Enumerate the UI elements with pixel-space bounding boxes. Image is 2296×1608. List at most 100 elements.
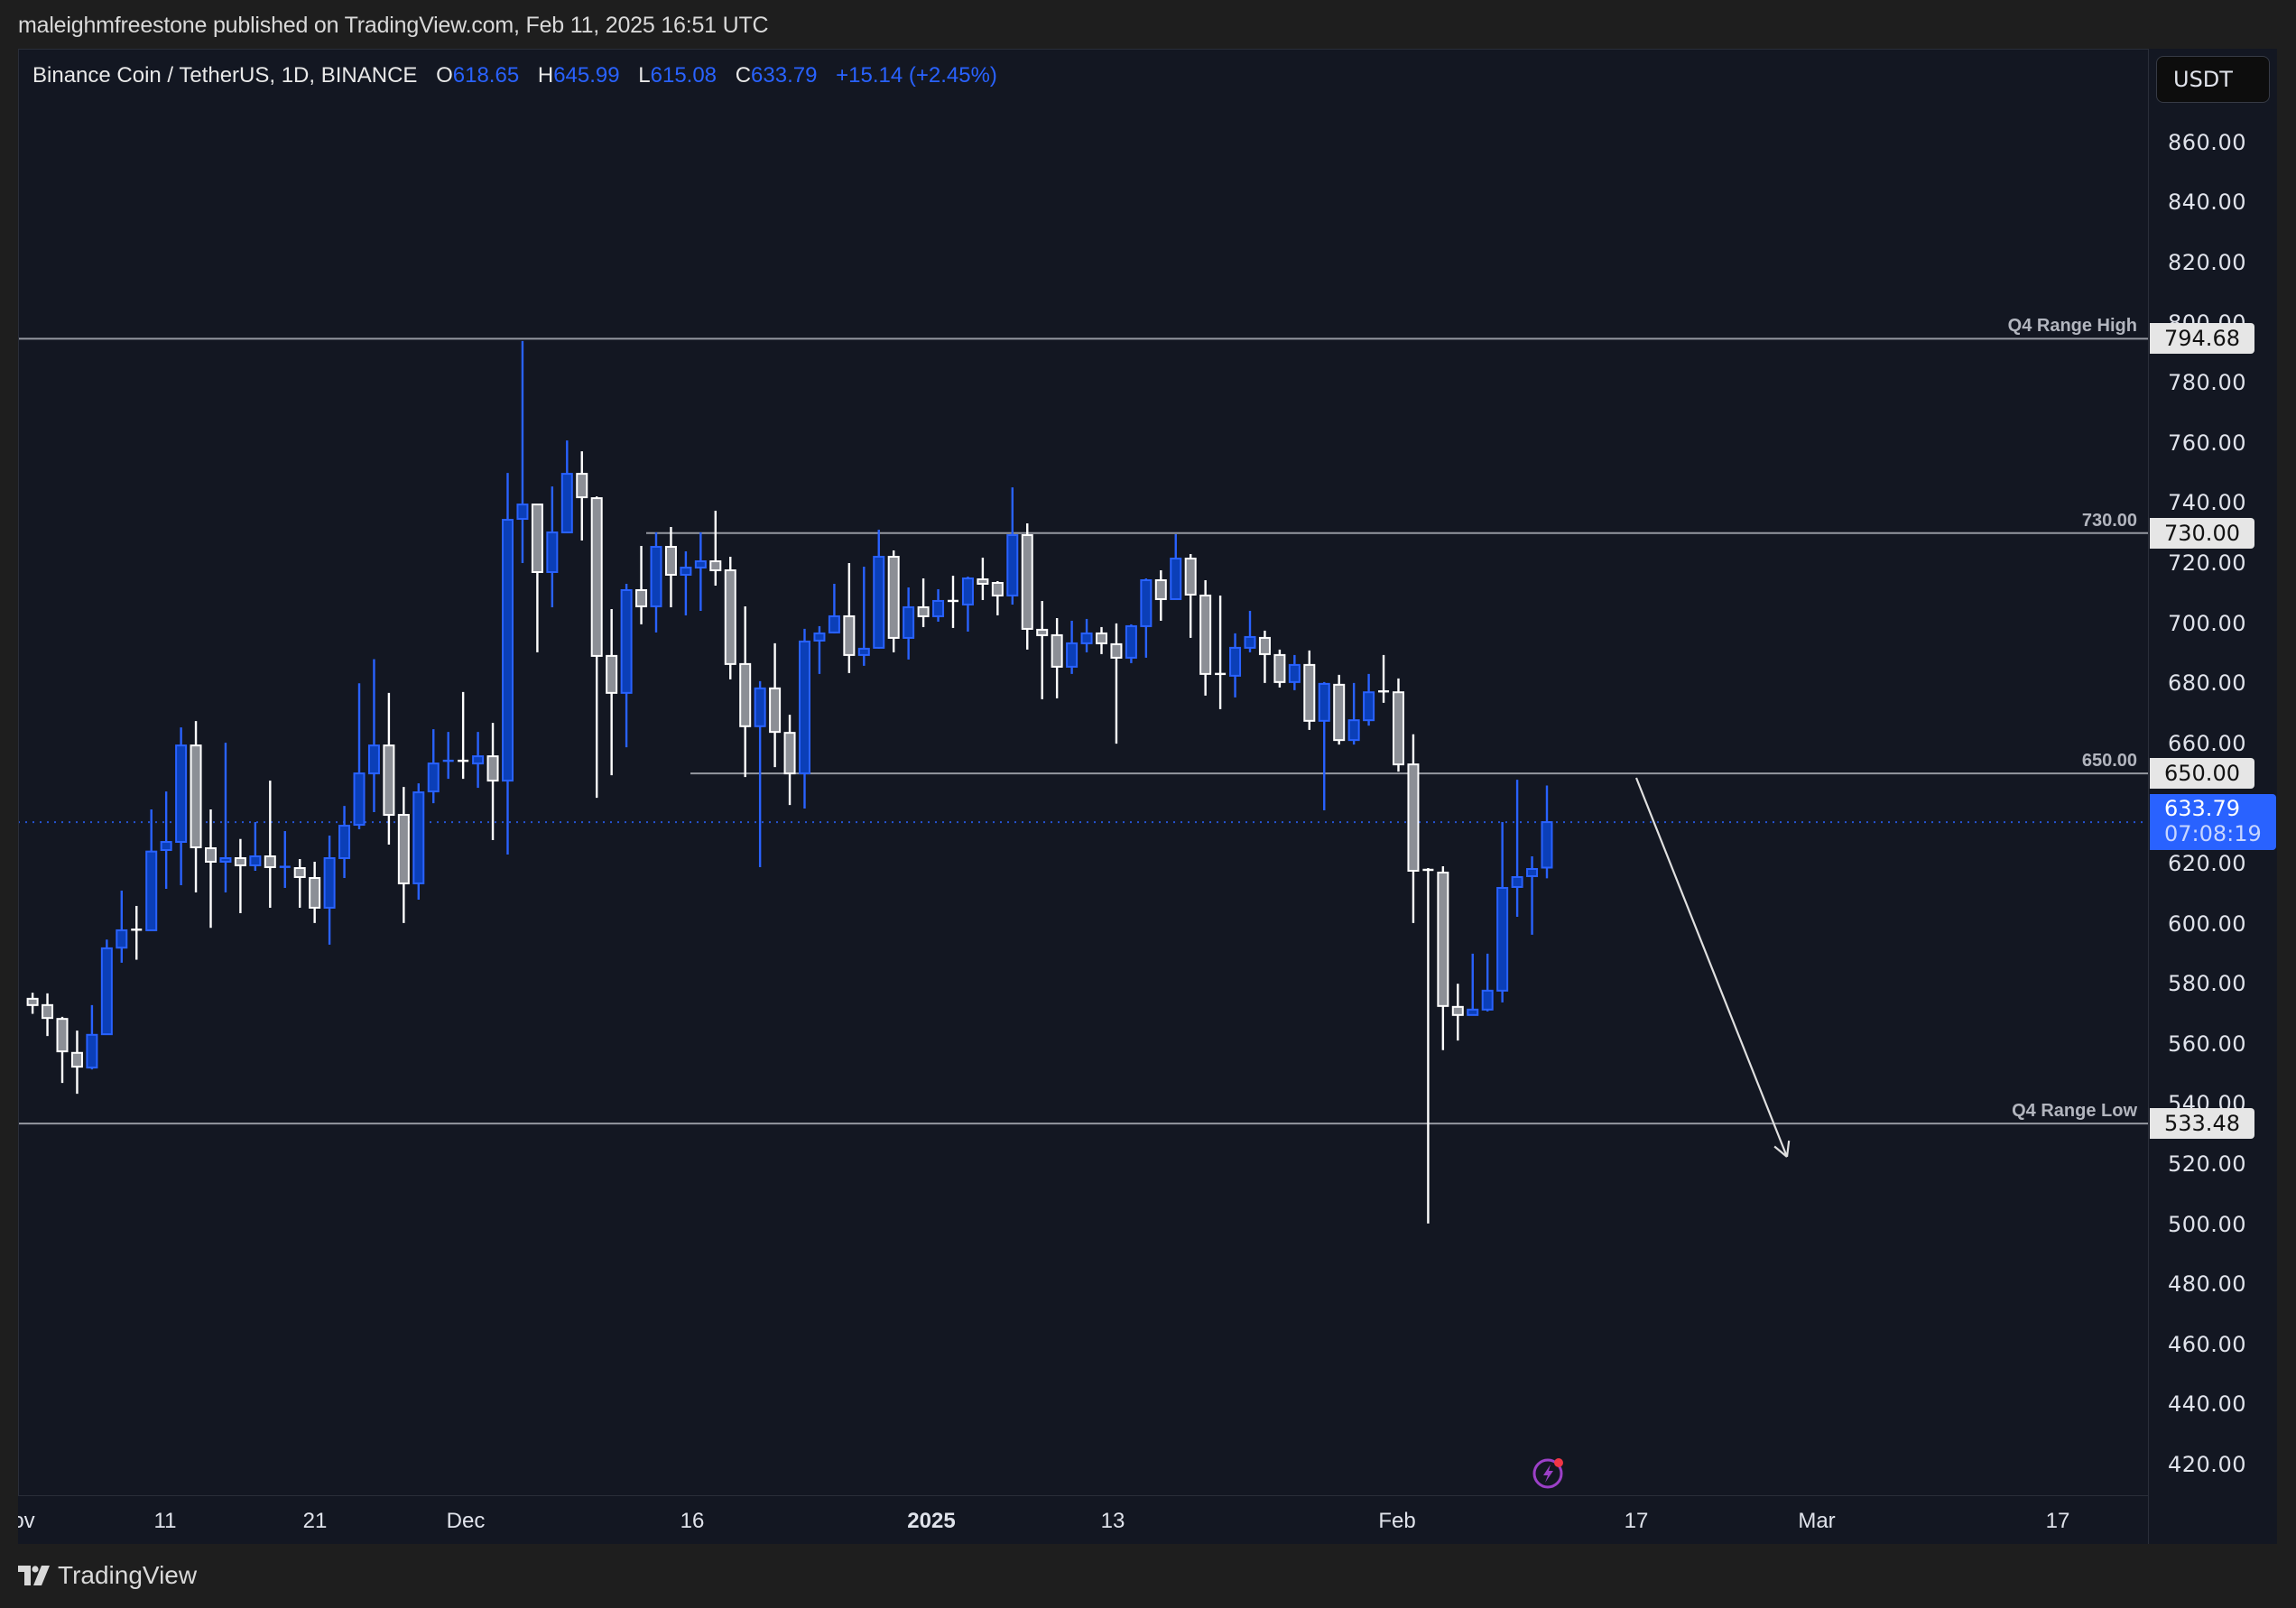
candle — [560, 440, 573, 534]
candle — [620, 583, 633, 748]
candle — [309, 862, 321, 923]
time-tick: Feb — [1378, 1509, 1416, 1533]
time-tick: 21 — [302, 1509, 328, 1533]
candle — [694, 532, 707, 611]
candle — [1229, 633, 1242, 698]
candle — [1110, 623, 1123, 744]
time-axis[interactable]: ov 11 21 Dec 16 2025 13 Feb 17 Mar 17 — [18, 1495, 2148, 1544]
bar-countdown: 07:08:19 — [2164, 821, 2262, 847]
candle — [264, 781, 276, 908]
symbol-legend: Binance Coin / TetherUS, 1D, BINANCE O61… — [32, 63, 997, 88]
symbol-title[interactable]: Binance Coin / TetherUS, 1D, BINANCE — [32, 63, 418, 88]
price-tick: 620.00 — [2168, 851, 2246, 876]
events-lightning-icon[interactable] — [1531, 1455, 1567, 1491]
price-tick: 440.00 — [2168, 1391, 2246, 1418]
candle — [56, 1016, 69, 1084]
price-tick: 560.00 — [2168, 1030, 2246, 1057]
candle — [70, 1030, 83, 1095]
axis-label-q4-range-low: 533.48 — [2150, 1108, 2254, 1140]
price-tick: 660.00 — [2168, 730, 2246, 756]
candle — [650, 532, 662, 633]
candle — [977, 558, 989, 600]
axis-label-level-650: 650.00 — [2150, 758, 2254, 790]
candle — [680, 551, 692, 615]
price-tick: 580.00 — [2168, 971, 2246, 997]
candle — [338, 806, 351, 878]
candle — [1496, 822, 1509, 1003]
time-tick: 16 — [680, 1509, 705, 1533]
candle — [1407, 734, 1420, 923]
candle — [1363, 673, 1375, 726]
price-tick: 840.00 — [2168, 189, 2246, 216]
candle — [1154, 569, 1167, 621]
candle — [145, 809, 158, 931]
open-value: 618.65 — [452, 63, 520, 88]
candle — [1170, 534, 1182, 600]
candle — [279, 831, 291, 888]
time-tick: 13 — [1100, 1509, 1125, 1533]
candle — [1140, 578, 1153, 658]
candle — [1422, 867, 1434, 1224]
time-tick: 17 — [2045, 1509, 2070, 1533]
time-tick: Mar — [1798, 1509, 1836, 1533]
candle — [1184, 554, 1197, 638]
candle — [175, 727, 188, 885]
candle — [486, 723, 499, 841]
candle — [1258, 630, 1271, 683]
candle — [932, 588, 945, 622]
candle — [1541, 785, 1553, 879]
candle — [458, 691, 469, 780]
candle — [1051, 617, 1063, 698]
candle — [502, 473, 514, 855]
candle — [531, 504, 543, 652]
projection-arrow[interactable] — [1634, 777, 1789, 1158]
candle — [783, 715, 796, 806]
candle — [190, 721, 202, 892]
price-tick: 600.00 — [2168, 910, 2246, 937]
candle — [1021, 523, 1033, 650]
high-value: 645.99 — [553, 63, 620, 88]
time-tick: 2025 — [907, 1509, 956, 1533]
candle — [249, 822, 262, 871]
candle — [26, 993, 39, 1014]
candle — [1215, 595, 1227, 709]
line-text-q4-range-high: Q4 Range High — [2007, 316, 2137, 337]
candle — [1125, 624, 1137, 663]
candle — [367, 659, 380, 813]
candle — [42, 993, 54, 1037]
candle — [724, 557, 736, 679]
candle — [1199, 579, 1212, 696]
price-tick: 820.00 — [2168, 250, 2246, 275]
candle — [664, 527, 677, 607]
price-tick: 740.00 — [2168, 490, 2246, 516]
candle — [887, 550, 900, 652]
candle — [1080, 618, 1093, 652]
candle — [1526, 856, 1539, 935]
candle — [948, 575, 958, 628]
footer-brand: TradingView — [18, 1561, 197, 1590]
candle — [293, 859, 306, 908]
candle — [397, 787, 410, 923]
candle — [813, 625, 826, 674]
price-tick: 780.00 — [2168, 370, 2246, 396]
price-tick: 500.00 — [2168, 1211, 2246, 1237]
candle — [739, 605, 752, 778]
candle — [606, 608, 618, 776]
candle — [1066, 620, 1079, 674]
candle — [472, 732, 485, 789]
candle — [86, 1004, 98, 1070]
candle — [160, 791, 172, 889]
candle — [590, 496, 603, 799]
price-tick: 460.00 — [2168, 1331, 2246, 1357]
price-tick: 420.00 — [2168, 1452, 2246, 1477]
currency-button[interactable]: USDT — [2156, 56, 2270, 103]
candle — [219, 743, 232, 892]
candle — [769, 642, 782, 768]
candle — [427, 729, 440, 804]
time-tick: 11 — [153, 1509, 177, 1533]
candle — [1511, 780, 1523, 917]
time-tick: ov — [18, 1509, 35, 1533]
time-tick: 17 — [1624, 1509, 1649, 1533]
line-text-level-730: 730.00 — [2081, 510, 2137, 531]
candlestick-plot[interactable] — [0, 0, 2148, 1495]
